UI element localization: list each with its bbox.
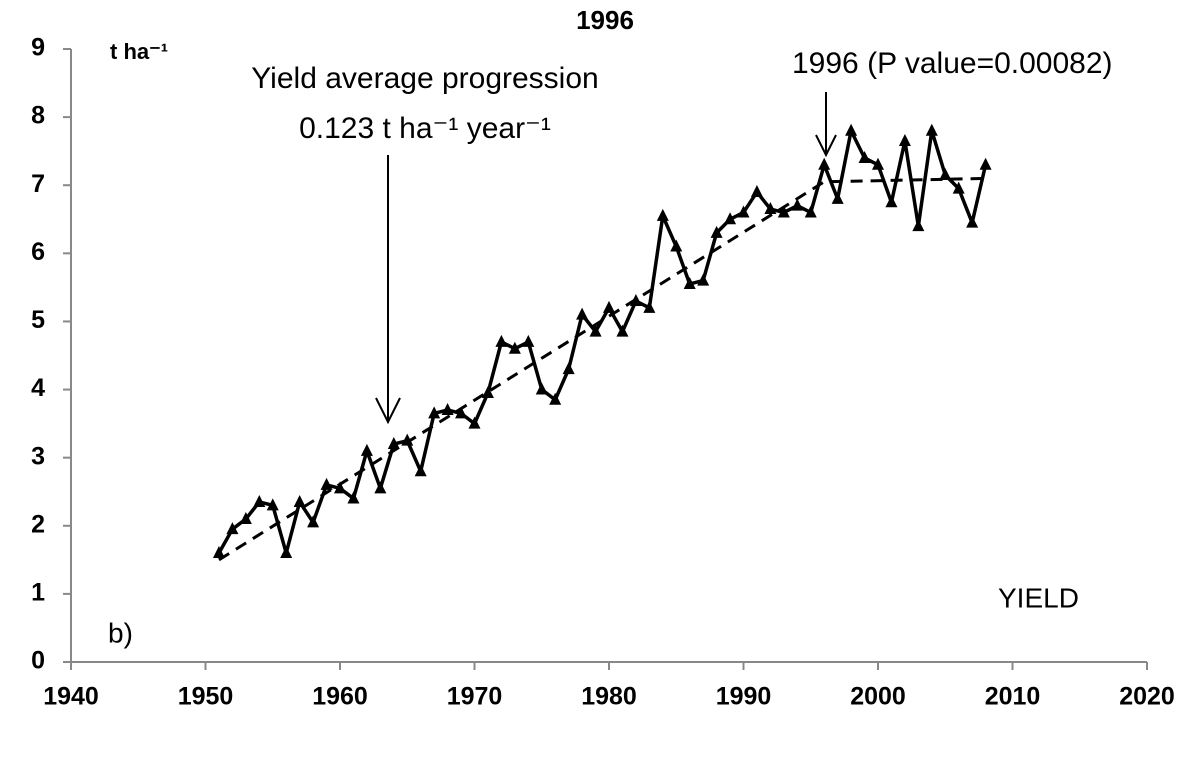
marker xyxy=(831,191,844,204)
x-tick-label: 2010 xyxy=(985,683,1041,711)
marker xyxy=(212,546,225,559)
marker xyxy=(266,498,279,511)
marker xyxy=(387,437,400,450)
marker xyxy=(845,123,858,136)
marker xyxy=(428,406,441,419)
x-tick-label: 1960 xyxy=(312,683,368,711)
marker xyxy=(535,382,548,395)
marker xyxy=(549,392,562,405)
x-tick-label: 2000 xyxy=(850,683,906,711)
marker xyxy=(966,215,979,228)
marker xyxy=(656,208,669,221)
marker xyxy=(522,334,535,347)
x-tick-label: 1940 xyxy=(43,683,99,711)
marker xyxy=(818,157,831,170)
marker xyxy=(777,205,790,218)
y-axis-label: t ha⁻¹ xyxy=(110,39,168,64)
marker xyxy=(629,294,642,307)
arrow xyxy=(815,92,837,158)
marker xyxy=(710,225,723,238)
marker xyxy=(441,402,454,415)
marker xyxy=(226,522,239,535)
annotation: b) xyxy=(108,617,133,648)
annotation: 0.123 t ha⁻¹ year⁻¹ xyxy=(299,112,551,145)
x-tick-label: 1950 xyxy=(178,683,234,711)
marker xyxy=(374,481,387,494)
marker xyxy=(508,341,521,354)
marker xyxy=(616,324,629,337)
x-tick-label: 1990 xyxy=(716,683,772,711)
marker xyxy=(804,205,817,218)
marker xyxy=(603,300,615,313)
marker xyxy=(670,239,683,252)
marker xyxy=(683,276,696,289)
marker xyxy=(912,219,925,232)
marker xyxy=(562,362,575,375)
marker xyxy=(898,133,911,146)
arrow xyxy=(375,155,401,425)
marker xyxy=(455,406,468,419)
marker xyxy=(307,515,320,528)
y-tick-label: 7 xyxy=(31,170,45,198)
marker xyxy=(414,464,427,477)
y-tick-label: 8 xyxy=(31,102,45,130)
annotation: 1996 (P value=0.00082) xyxy=(792,47,1113,80)
marker xyxy=(334,481,346,494)
marker xyxy=(253,494,266,507)
marker xyxy=(589,324,602,337)
marker xyxy=(939,168,952,181)
marker xyxy=(495,334,508,347)
marker xyxy=(576,307,589,320)
chart-title: 1996 xyxy=(576,5,634,35)
marker xyxy=(481,385,494,398)
y-tick-label: 0 xyxy=(31,647,45,675)
marker xyxy=(280,546,293,559)
x-tick-label: 1970 xyxy=(447,683,503,711)
marker xyxy=(872,157,884,170)
marker xyxy=(791,198,804,211)
marker xyxy=(764,202,777,215)
marker xyxy=(468,416,481,429)
annotation: Yield average progression xyxy=(251,62,598,95)
marker xyxy=(925,123,938,136)
y-tick-label: 6 xyxy=(31,238,45,266)
marker xyxy=(320,477,333,490)
marker xyxy=(750,185,763,198)
data-line xyxy=(217,128,988,555)
trend-line xyxy=(218,176,986,562)
y-tick-label: 2 xyxy=(31,510,45,538)
marker xyxy=(858,150,871,163)
marker xyxy=(401,433,414,446)
y-tick-label: 3 xyxy=(31,442,45,470)
marker xyxy=(724,212,737,225)
annotation: YIELD xyxy=(998,582,1079,613)
x-tick-label: 2020 xyxy=(1119,683,1175,711)
marker xyxy=(952,181,965,194)
marker xyxy=(360,443,373,456)
y-tick-label: 4 xyxy=(31,374,45,402)
marker xyxy=(697,273,710,286)
y-tick-label: 9 xyxy=(31,34,45,62)
marker xyxy=(347,491,360,504)
marker xyxy=(885,195,898,208)
marker xyxy=(737,205,750,218)
y-tick-label: 5 xyxy=(31,306,45,334)
marker xyxy=(239,511,252,524)
y-tick-label: 1 xyxy=(31,578,45,606)
marker xyxy=(643,300,656,313)
marker xyxy=(293,494,306,507)
marker xyxy=(979,157,992,170)
x-tick-label: 1980 xyxy=(581,683,637,711)
